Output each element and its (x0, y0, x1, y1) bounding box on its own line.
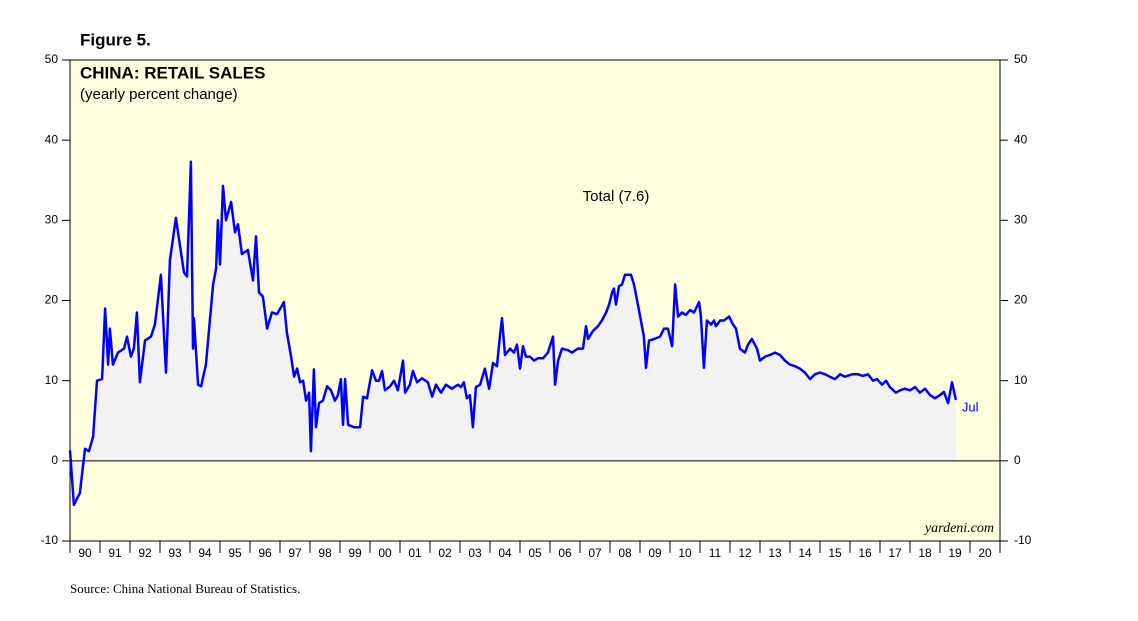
x-tick-label: 00 (378, 546, 392, 560)
x-tick-label: 13 (768, 546, 782, 560)
y2-tick-label: -10 (1014, 533, 1032, 547)
x-tick-label: 16 (858, 546, 872, 560)
x-tick-label: 97 (288, 546, 302, 560)
x-tick-label: 17 (888, 546, 902, 560)
x-tick-label: 02 (438, 546, 452, 560)
source-note: Source: China National Bureau of Statist… (70, 581, 300, 596)
x-tick-label: 06 (558, 546, 572, 560)
figure-label: Figure 5. (80, 30, 151, 49)
x-tick-label: 20 (978, 546, 992, 560)
y2-tick-label: 30 (1014, 213, 1028, 227)
y2-tick-label: 50 (1014, 52, 1028, 66)
x-tick-label: 90 (78, 546, 92, 560)
y-tick-label: 30 (45, 213, 59, 227)
y2-tick-label: 0 (1014, 453, 1021, 467)
x-tick-label: 07 (588, 546, 602, 560)
x-tick-label: 05 (528, 546, 542, 560)
x-tick-label: 93 (168, 546, 182, 560)
x-tick-label: 99 (348, 546, 362, 560)
plot-area (69, 59, 1001, 542)
y-tick-label: 40 (45, 132, 59, 146)
series-label: Total (7.6) (583, 188, 650, 205)
chart-subtitle: (yearly percent change) (80, 86, 238, 103)
y-tick-label: -10 (41, 533, 59, 547)
chart-title: CHINA: RETAIL SALES (80, 63, 265, 82)
end-annotation: Jul (962, 399, 979, 414)
x-tick-label: 98 (318, 546, 332, 560)
x-tick-label: 19 (948, 546, 962, 560)
x-tick-label: 09 (648, 546, 662, 560)
x-tick-label: 18 (918, 546, 932, 560)
area (70, 161, 956, 505)
x-tick-label: 01 (408, 546, 422, 560)
y2-tick-label: 10 (1014, 373, 1028, 387)
y-tick-label: 10 (45, 373, 59, 387)
watermark: yardeni.com (923, 521, 994, 536)
x-tick-label: 95 (228, 546, 242, 560)
x-tick-label: 04 (498, 546, 512, 560)
y2-tick-label: 20 (1014, 293, 1028, 307)
y2-tick-label: 40 (1014, 132, 1028, 146)
x-tick-label: 15 (828, 546, 842, 560)
y-tick-label: 50 (45, 52, 59, 66)
x-tick-label: 91 (108, 546, 122, 560)
line (68, 160, 958, 507)
x-tick-label: 10 (678, 546, 692, 560)
x-tick-label: 12 (738, 546, 752, 560)
x-tick-label: 03 (468, 546, 482, 560)
y-tick-label: 20 (45, 293, 59, 307)
y-tick-label: 0 (51, 453, 58, 467)
x-tick-label: 11 (709, 546, 722, 560)
x-tick-label: 14 (798, 546, 812, 560)
x-tick-label: 08 (618, 546, 632, 560)
x-tick-label: 96 (258, 546, 272, 560)
x-tick-label: 94 (198, 546, 212, 560)
x-tick-label: 92 (138, 546, 152, 560)
